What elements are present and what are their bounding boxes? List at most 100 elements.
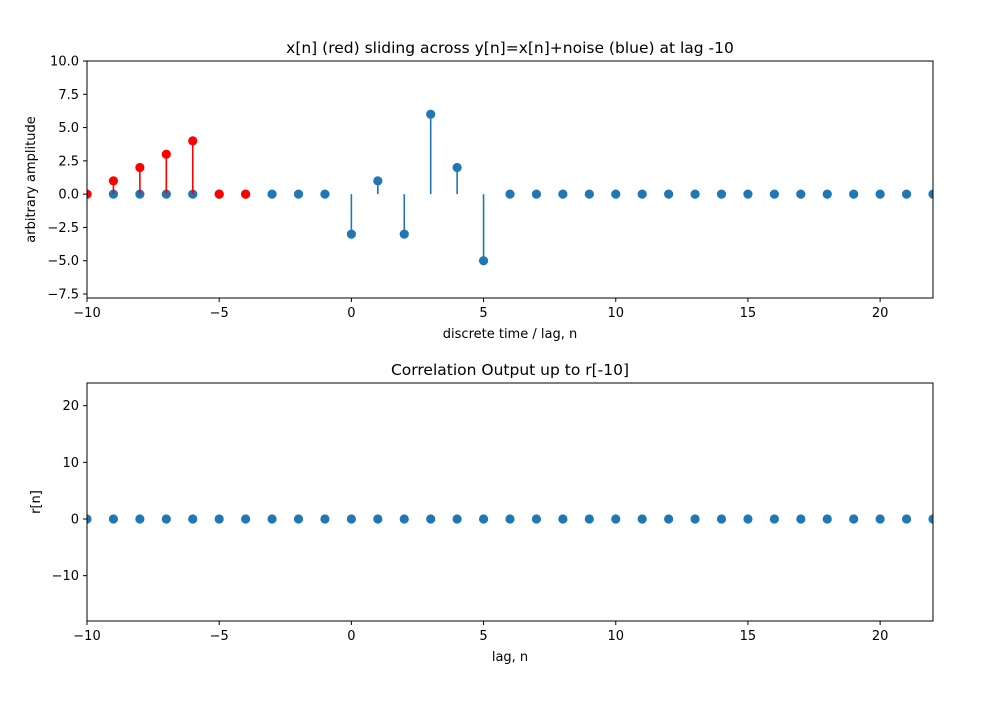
data-point: [664, 514, 674, 524]
data-point: [849, 189, 859, 199]
top-panel-stem-chart: x[n] (red) sliding across y[n]=x[n]+nois…: [24, 39, 934, 342]
data-point: [188, 514, 198, 524]
data-point: [716, 189, 727, 199]
data-point: [320, 189, 330, 199]
y-tick-label: 10.0: [50, 55, 79, 70]
data-point: [188, 136, 198, 146]
data-point: [531, 189, 542, 199]
data-point: [108, 514, 119, 524]
data-point: [796, 189, 806, 199]
data-point: [558, 514, 568, 524]
y-tick-label: 10: [62, 456, 79, 471]
chart-title: x[n] (red) sliding across y[n]=x[n]+nois…: [286, 39, 734, 57]
data-point: [505, 189, 515, 199]
data-point: [320, 514, 330, 524]
y-tick-label: 20: [62, 399, 79, 414]
data-point: [426, 514, 436, 524]
data-point: [87, 189, 92, 199]
data-point: [135, 162, 145, 173]
data-point: [743, 514, 753, 524]
data-point: [373, 514, 383, 524]
data-point: [928, 514, 933, 524]
x-tick-label: 20: [872, 306, 889, 321]
data-point: [241, 514, 251, 524]
data-point: [584, 189, 594, 199]
data-point: [611, 189, 621, 199]
data-point: [822, 514, 832, 524]
chart-title: Correlation Output up to r[-10]: [391, 361, 629, 379]
data-point: [928, 189, 933, 199]
x-tick-label: 10: [607, 306, 624, 321]
y-tick-label: −5.0: [47, 254, 79, 269]
x-axis-label: discrete time / lag, n: [443, 327, 577, 342]
x-axis-label: lag, n: [492, 650, 528, 665]
data-point: [346, 514, 356, 524]
x-tick-label: 5: [479, 629, 487, 644]
data-point: [373, 176, 383, 186]
y-tick-label: 0.0: [58, 188, 79, 203]
data-point: [531, 514, 542, 524]
data-point: [875, 189, 885, 199]
data-point: [558, 189, 568, 199]
x-tick-label: 20: [872, 629, 889, 644]
x-tick-label: 5: [479, 306, 487, 321]
data-point: [87, 514, 92, 524]
data-point: [214, 514, 224, 524]
data-point: [267, 189, 277, 199]
y-tick-label: 5.0: [58, 121, 79, 136]
data-point: [743, 189, 753, 199]
y-axis-label: r[n]: [29, 490, 44, 514]
x-tick-label: 0: [347, 306, 355, 321]
y-tick-label: −10: [52, 569, 79, 584]
x-tick-label: −10: [73, 306, 100, 321]
data-point: [346, 229, 356, 239]
data-point: [452, 162, 462, 173]
data-point: [452, 514, 462, 524]
data-point: [293, 514, 304, 524]
x-tick-label: 10: [607, 629, 624, 644]
x-tick-label: −10: [73, 629, 100, 644]
data-point: [769, 514, 779, 524]
y-tick-label: 7.5: [58, 88, 79, 103]
x-tick-label: −5: [210, 629, 229, 644]
data-point: [399, 514, 409, 524]
plot-marks: [87, 514, 933, 524]
data-point: [796, 514, 806, 524]
data-point: [584, 514, 594, 524]
data-point: [769, 189, 779, 199]
data-point: [875, 514, 885, 524]
y-tick-label: 2.5: [58, 154, 79, 169]
plot-marks: [87, 109, 933, 266]
x-tick-label: 0: [347, 629, 355, 644]
data-point: [849, 514, 859, 524]
bottom-panel-correlation-chart: Correlation Output up to r[-10] lag, n r…: [29, 361, 934, 665]
data-point: [426, 109, 436, 119]
x-tick-label: 15: [740, 629, 757, 644]
data-point: [822, 189, 832, 199]
data-point: [690, 189, 700, 199]
data-point: [267, 514, 277, 524]
x-tick-label: −5: [210, 306, 229, 321]
data-point: [637, 189, 647, 199]
y-tick-label: −7.5: [47, 288, 79, 303]
data-point: [293, 189, 304, 199]
data-point: [214, 189, 224, 199]
y-tick-label: 0: [71, 513, 79, 528]
data-point: [637, 514, 647, 524]
x-tick-label: 15: [740, 306, 757, 321]
data-point: [690, 514, 700, 524]
data-point: [478, 514, 489, 524]
axes-frame: [86, 382, 934, 622]
data-point: [241, 189, 251, 199]
data-point: [161, 514, 171, 524]
y-axis-label: arbitrary amplitude: [24, 116, 39, 242]
data-point: [901, 189, 912, 199]
data-point: [716, 514, 727, 524]
data-point: [161, 149, 171, 159]
data-point: [478, 256, 489, 266]
data-point: [135, 514, 145, 524]
data-point: [108, 176, 119, 186]
y-tick-label: −2.5: [47, 221, 79, 236]
